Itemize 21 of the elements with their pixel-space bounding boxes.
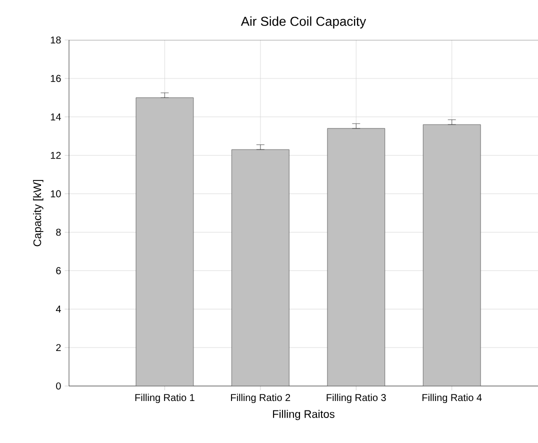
bar (136, 97, 194, 386)
x-tick-label: Filling Ratio 4 (422, 394, 482, 404)
bar (327, 128, 386, 386)
x-tick-label: Filling Ratio 1 (135, 394, 194, 404)
y-tick-label: 8 (56, 228, 61, 236)
x-axis-title: Filling Raitos (273, 410, 334, 420)
y-tick-label: 10 (50, 190, 61, 198)
chart-title: Air Side Coil Capacity (240, 16, 366, 28)
y-tick-label: 2 (56, 344, 61, 352)
y-tick-label: 16 (50, 74, 61, 82)
x-tick-label: Filling Ratio 3 (326, 394, 386, 404)
y-tick-label: 14 (50, 113, 61, 120)
y-tick-label: 12 (50, 152, 61, 159)
y-tick-label: 18 (50, 36, 61, 44)
bar (422, 124, 481, 386)
y-tick-label: 4 (56, 306, 61, 313)
y-tick-label: 0 (56, 382, 61, 390)
y-tick-label: 6 (56, 267, 61, 274)
y-axis-title: Capacity [kW] (33, 180, 44, 246)
bar (232, 149, 290, 386)
x-tick-label: Filling Ratio 2 (231, 394, 290, 404)
